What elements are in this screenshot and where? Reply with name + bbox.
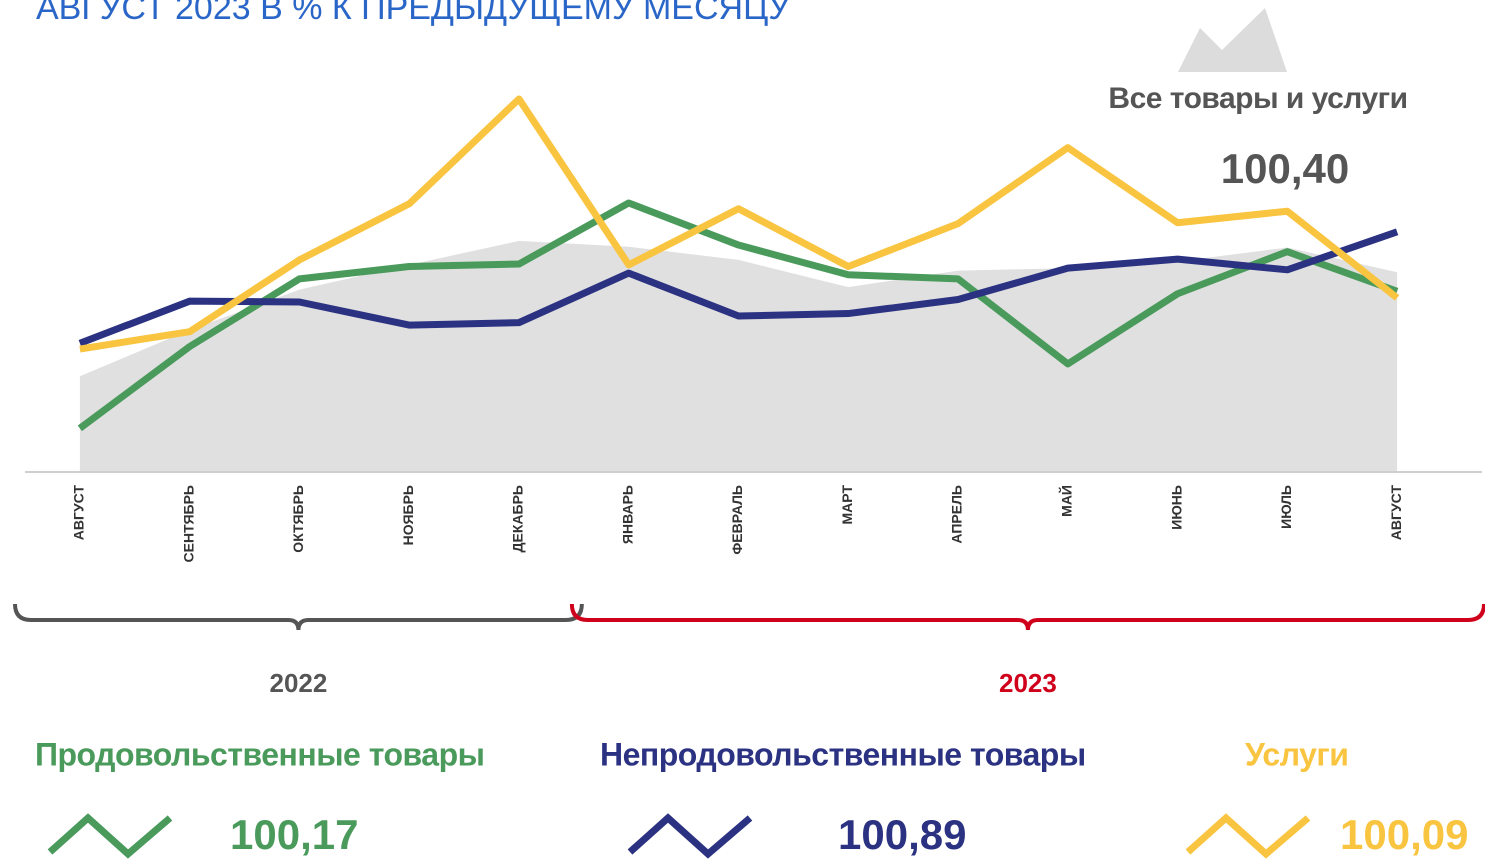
line	[77, 199, 1399, 432]
x-tick-label: ЯНВАРЬ	[619, 485, 635, 544]
line	[79, 95, 1400, 353]
legend-label: Непродовольственные товары	[600, 736, 1086, 772]
value-label: 100,17	[230, 811, 358, 858]
year-label: 2022	[270, 668, 328, 698]
area	[79, 240, 1398, 472]
year-label: 2023	[999, 668, 1057, 698]
legend-label: Услуги	[1245, 736, 1348, 772]
legend-icon	[47, 813, 173, 859]
legend-label: Продовольственные товары	[35, 736, 484, 772]
year-brace	[13, 603, 584, 631]
x-tick-label: ОКТЯБРЬ	[290, 485, 306, 553]
x-tick-label: АВГУСТ	[71, 485, 87, 541]
line	[78, 228, 1399, 347]
x-tick-label: АВГУСТ	[1388, 485, 1404, 541]
x-tick-label: ИЮНЬ	[1168, 485, 1184, 530]
x-tick-label: ИЮЛЬ	[1278, 485, 1294, 529]
x-tick-label: АПРЕЛЬ	[949, 485, 965, 544]
value-label: 100,40	[1221, 145, 1349, 192]
x-tick-label: СЕНТЯБРЬ	[180, 485, 196, 562]
legend-icon	[627, 813, 753, 859]
value-label: 100,89	[838, 811, 966, 858]
legend-icon	[1185, 813, 1311, 859]
x-tick-label: ФЕВРАЛЬ	[729, 485, 745, 555]
chart-title: АВГУСТ 2023 В % К ПРЕДЫДУЩЕМУ МЕСЯЦУ	[36, 0, 790, 27]
mountain-icon	[1178, 8, 1287, 72]
year-brace	[569, 603, 1485, 631]
x-tick-label: МАЙ	[1058, 485, 1075, 517]
legend-label: Все товары и услуги	[1108, 82, 1407, 115]
x-tick-label: МАРТ	[839, 485, 855, 525]
value-label: 100,09	[1340, 811, 1468, 858]
x-tick-label: ДЕКАБРЬ	[510, 485, 526, 552]
x-tick-label: НОЯБРЬ	[400, 485, 416, 545]
